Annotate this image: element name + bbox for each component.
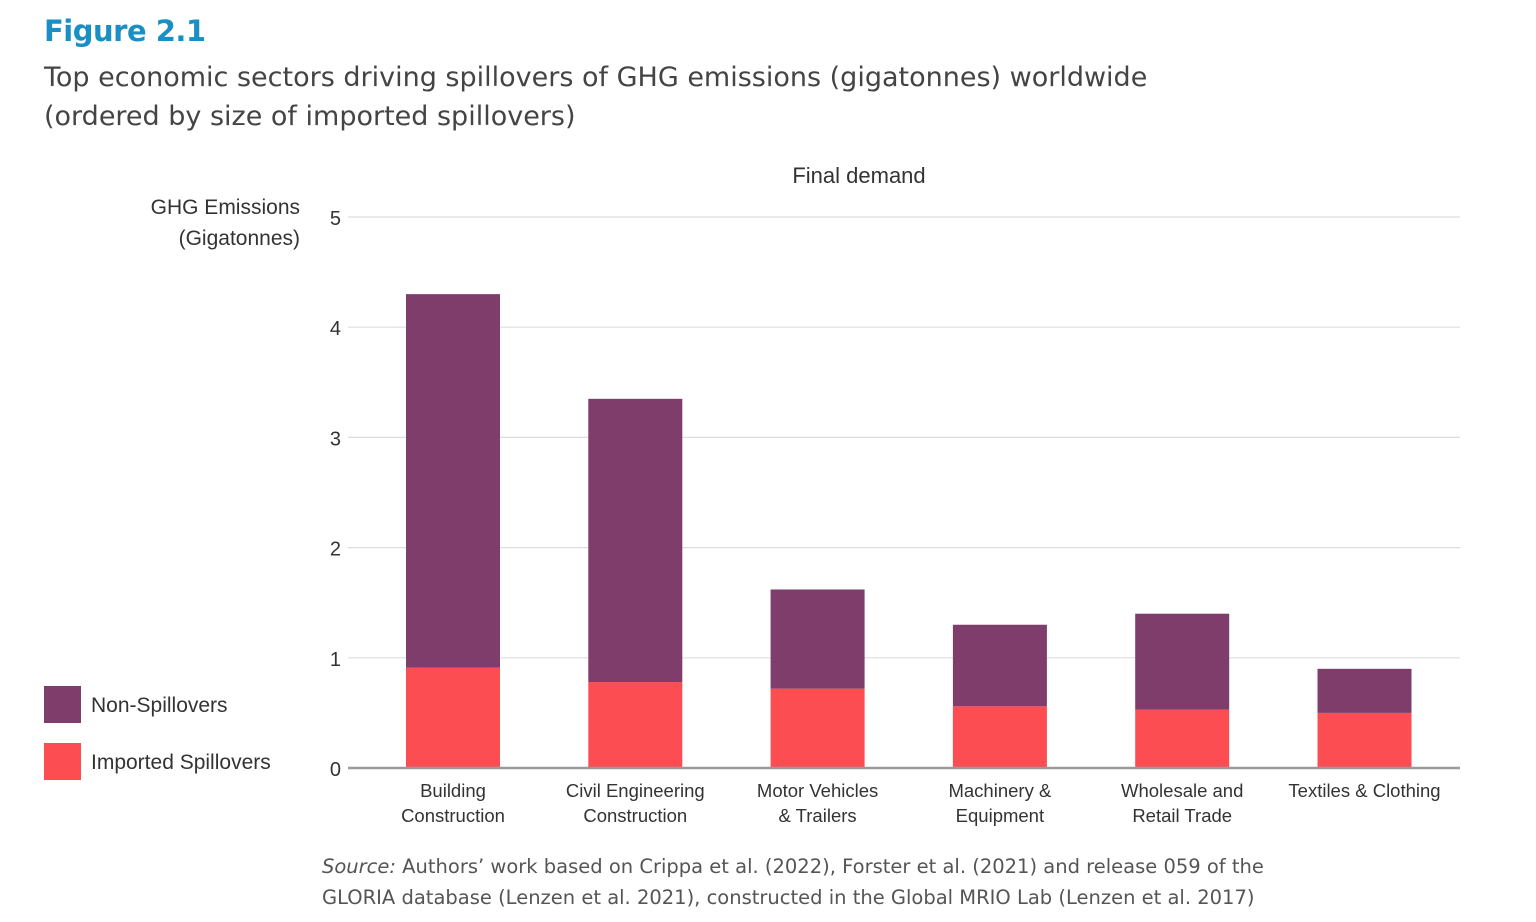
figure-label: Figure 2.1 <box>44 14 206 48</box>
bar-imported-spillovers-5 <box>1317 712 1412 768</box>
x-tick-label: Equipment <box>956 805 1044 826</box>
x-tick-label: Civil Engineering <box>566 780 705 801</box>
x-axis-labels: Building Construction Civil Engineering Con… <box>401 780 1441 826</box>
bar-non-spillovers-3 <box>952 624 1047 707</box>
legend-swatch <box>44 686 81 723</box>
source-line-2: GLORIA database (Lenzen et al. 2021), co… <box>322 886 1255 909</box>
y-axis-label-line-1: GHG Emissions <box>151 196 300 219</box>
legend-swatch <box>44 743 81 780</box>
legend-label: Non-Spillovers <box>91 694 228 717</box>
y-axis-label-line-2: (Gigatonnes) <box>179 227 300 250</box>
bar-non-spillovers-1 <box>588 398 683 683</box>
bar-imported-spillovers-2 <box>770 688 865 768</box>
source-line-1: Source: Authors’ work based on Crippa et… <box>322 851 1422 882</box>
bar-imported-spillovers-1 <box>588 682 683 768</box>
bar-imported-spillovers-4 <box>1135 709 1230 768</box>
x-tick-label: Construction <box>583 805 687 826</box>
x-tick-label: Wholesale and <box>1121 780 1243 801</box>
y-tick-label: 4 <box>330 318 341 340</box>
bar-non-spillovers-2 <box>770 589 865 689</box>
x-tick-label: Retail Trade <box>1132 805 1232 826</box>
bars <box>406 294 1412 768</box>
bar-non-spillovers-5 <box>1317 668 1412 713</box>
source-text-1: Authors’ work based on Crippa et al. (20… <box>395 855 1264 878</box>
y-axis-ticks: 0 1 2 3 4 5 <box>330 208 341 781</box>
x-tick-label: Construction <box>401 805 505 826</box>
bar-imported-spillovers-0 <box>406 667 500 768</box>
x-tick-label: & Trailers <box>779 805 857 826</box>
x-tick-label: Textiles & Clothing <box>1288 780 1440 801</box>
x-tick-label: Motor Vehicles <box>757 780 878 801</box>
x-tick-label: Machinery & <box>948 780 1051 801</box>
figure-title: Top economic sectors driving spillovers … <box>44 58 1344 136</box>
y-tick-label: 5 <box>330 208 341 230</box>
y-tick-label: 3 <box>330 428 341 450</box>
bar-non-spillovers-0 <box>406 294 500 668</box>
y-tick-label: 2 <box>330 539 341 561</box>
grid-lines <box>348 216 1460 659</box>
x-tick-label: Building <box>420 780 486 801</box>
legend-label: Imported Spillovers <box>91 751 271 774</box>
source-prefix: Source: <box>322 855 396 878</box>
bar-non-spillovers-4 <box>1135 613 1230 710</box>
bar-imported-spillovers-3 <box>952 706 1047 768</box>
figure-title-line-1: Top economic sectors driving spillovers … <box>44 62 1148 93</box>
source-note: Source: Authors’ work based on Crippa et… <box>322 851 1422 913</box>
legend: Non-Spillovers Imported Spillovers <box>44 686 271 780</box>
chart-title: Final demand <box>792 163 925 188</box>
figure-title-line-2: (ordered by size of imported spillovers) <box>44 101 576 132</box>
y-tick-label: 1 <box>330 649 341 671</box>
y-tick-label: 0 <box>330 759 341 781</box>
